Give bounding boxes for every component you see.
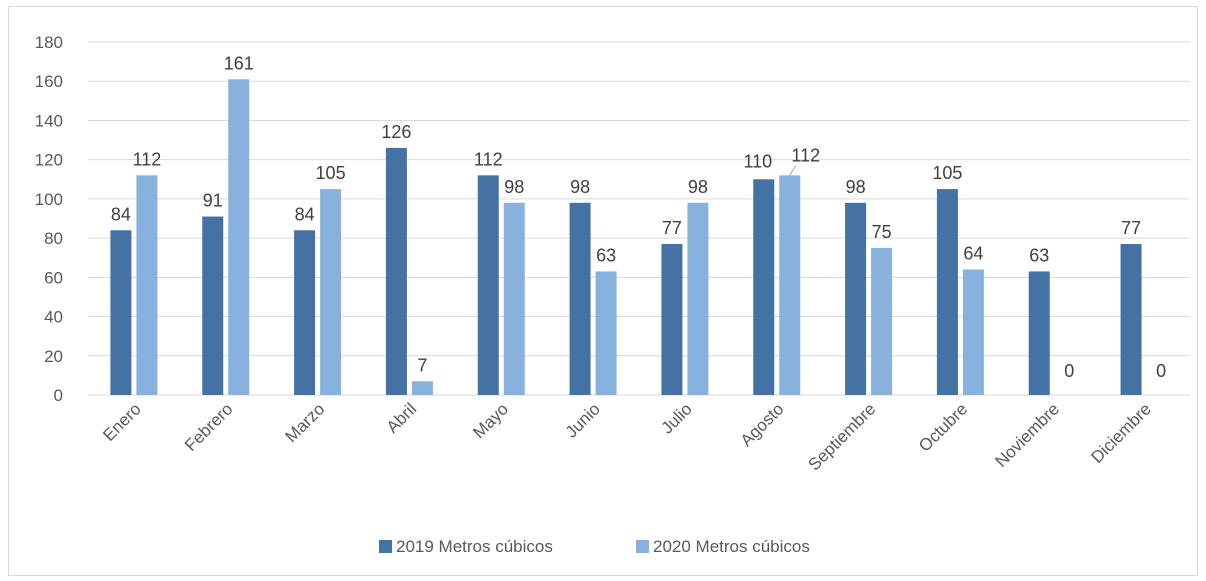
- legend-label: 2020 Metros cúbicos: [653, 537, 810, 556]
- data-label: 7: [417, 355, 427, 375]
- bar: [228, 79, 250, 395]
- x-tick-label: Abril: [383, 399, 420, 436]
- y-tick-label: 20: [44, 347, 63, 366]
- y-tick-label: 100: [35, 190, 63, 209]
- data-label: 63: [596, 245, 616, 265]
- bar: [1120, 243, 1142, 395]
- bar: [962, 269, 984, 395]
- data-label: 91: [203, 191, 223, 211]
- x-tick-label: Octubre: [915, 399, 971, 455]
- legend-label: 2019 Metros cúbicos: [396, 537, 553, 556]
- data-label: 77: [662, 218, 682, 238]
- legend-swatch: [379, 540, 392, 553]
- bar: [320, 189, 342, 395]
- data-label: 112: [133, 149, 162, 169]
- x-tick-label: Marzo: [282, 399, 329, 446]
- bar: [202, 216, 224, 395]
- data-label: 75: [872, 222, 892, 242]
- x-tick-label: Enero: [99, 399, 145, 445]
- bar: [503, 202, 525, 395]
- x-tick-label: Agosto: [737, 399, 788, 450]
- bar: [779, 175, 801, 395]
- x-tick-label: Noviembre: [992, 399, 1064, 471]
- bar: [753, 179, 775, 395]
- leader-line: [789, 165, 797, 176]
- y-tick-label: 120: [35, 151, 63, 170]
- data-label: 98: [688, 177, 708, 197]
- data-label: 84: [111, 204, 131, 224]
- bar: [110, 230, 132, 395]
- bar: [294, 230, 316, 395]
- data-label: 161: [224, 53, 254, 73]
- data-label: 105: [932, 163, 962, 183]
- x-tick-label: Julio: [658, 399, 696, 437]
- bar: [1028, 271, 1050, 395]
- y-tick-label: 140: [35, 111, 63, 130]
- bar: [569, 202, 591, 395]
- data-label: 110: [743, 151, 772, 171]
- y-tick-label: 60: [44, 268, 63, 287]
- data-label: 0: [1156, 361, 1166, 381]
- data-label: 98: [570, 177, 590, 197]
- x-tick-label: Junio: [562, 399, 604, 441]
- data-label: 64: [963, 243, 983, 263]
- y-tick-label: 80: [44, 229, 63, 248]
- x-tick-label: Septiembre: [805, 399, 880, 474]
- data-label: 84: [295, 204, 315, 224]
- bar: [845, 202, 867, 395]
- data-label: 98: [504, 177, 524, 197]
- data-label: 105: [316, 163, 346, 183]
- bar: [385, 147, 407, 395]
- bar: [477, 175, 499, 395]
- y-tick-label: 40: [44, 308, 63, 327]
- x-tick-label: Diciembre: [1087, 399, 1155, 467]
- data-label: 63: [1029, 245, 1049, 265]
- bar: [661, 243, 683, 395]
- data-label: 77: [1121, 218, 1141, 238]
- data-label: 0: [1064, 361, 1074, 381]
- bar: [871, 247, 893, 395]
- y-tick-label: 180: [35, 33, 63, 52]
- y-tick-label: 0: [54, 386, 63, 405]
- bar: [411, 381, 433, 395]
- data-label: 112: [474, 149, 503, 169]
- bar: [136, 175, 158, 395]
- bar: [936, 189, 958, 395]
- data-label: 126: [381, 122, 411, 142]
- bar: [595, 271, 617, 395]
- bar: [687, 202, 709, 395]
- x-tick-label: Febrero: [181, 399, 237, 455]
- y-tick-label: 160: [35, 72, 63, 91]
- data-label: 98: [846, 177, 866, 197]
- data-label: 112: [791, 145, 820, 165]
- legend-swatch: [636, 540, 649, 553]
- x-tick-label: Mayo: [469, 399, 512, 442]
